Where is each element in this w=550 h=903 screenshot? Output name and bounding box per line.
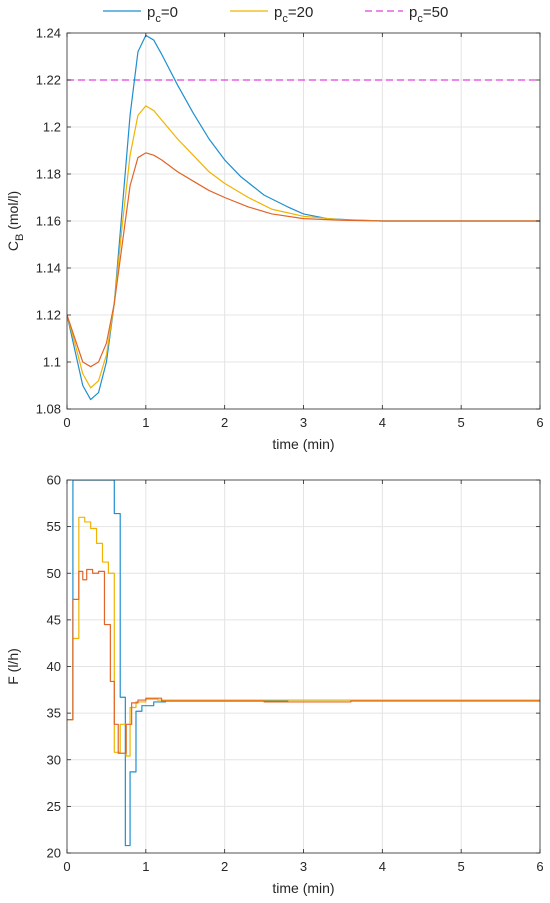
y-axis-label: F (l/h) xyxy=(5,648,21,685)
x-tick-label: 5 xyxy=(458,859,465,874)
y-tick-label: 20 xyxy=(47,846,61,861)
series-line-p-c-50 xyxy=(67,152,540,368)
y-tick-label: 35 xyxy=(47,706,61,721)
series-line-p-c-50 xyxy=(67,568,540,754)
y-tick-label: 1.1 xyxy=(43,355,61,370)
x-tick-label: 2 xyxy=(221,859,228,874)
concentration-chart: 0 1 2 3 4 5 6 1.08 1.1 1.12 1.14 1.16 1.18 1.2 1.22 1.2… xyxy=(5,26,544,453)
plot-area xyxy=(67,480,540,847)
legend: pc=0 pc=20 pc=50 xyxy=(103,4,448,25)
y-tick-label: 1.2 xyxy=(43,120,61,135)
y-axis-label: CB (mol/l) xyxy=(5,191,26,251)
legend-item: pc=20 xyxy=(230,4,313,25)
y-tick-label: 1.12 xyxy=(36,308,61,323)
y-tick-label: 25 xyxy=(47,799,61,814)
y-tick-label: 50 xyxy=(47,566,61,581)
x-tick-label: 6 xyxy=(536,415,543,430)
y-tick-label: 30 xyxy=(47,752,61,767)
y-tick-label: 45 xyxy=(47,612,61,627)
y-tick-label: 1.22 xyxy=(36,73,61,88)
legend-label: pc=20 xyxy=(274,4,313,25)
y-tick-label: 1.14 xyxy=(36,261,61,276)
legend-item: pc=50 xyxy=(365,4,448,25)
x-tick-label: 4 xyxy=(379,859,386,874)
x-tick-label: 0 xyxy=(63,859,70,874)
x-tick-label: 5 xyxy=(458,415,465,430)
legend-label: pc=50 xyxy=(409,4,448,25)
plot-area xyxy=(67,34,540,401)
x-tick-label: 3 xyxy=(300,415,307,430)
y-tick-label: 1.18 xyxy=(36,167,61,182)
series-line-p-c-20 xyxy=(67,105,540,389)
x-tick-label: 6 xyxy=(536,859,543,874)
y-tick-label: 1.16 xyxy=(36,214,61,229)
y-tick-label: 40 xyxy=(47,659,61,674)
x-tick-label: 3 xyxy=(300,859,307,874)
y-tick-label: 1.08 xyxy=(36,402,61,417)
y-tick-label: 1.24 xyxy=(36,26,61,41)
y-tick-label: 55 xyxy=(47,519,61,534)
x-tick-label: 4 xyxy=(379,415,386,430)
x-tick-label: 1 xyxy=(142,859,149,874)
x-tick-label: 2 xyxy=(221,415,228,430)
y-tick-label: 60 xyxy=(47,473,61,488)
legend-label: pc=0 xyxy=(147,4,178,25)
x-tick-label: 1 xyxy=(142,415,149,430)
x-axis-label: time (min) xyxy=(272,436,334,452)
x-axis-label: time (min) xyxy=(272,880,334,896)
x-tick-label: 0 xyxy=(63,415,70,430)
legend-item: pc=0 xyxy=(103,4,178,25)
